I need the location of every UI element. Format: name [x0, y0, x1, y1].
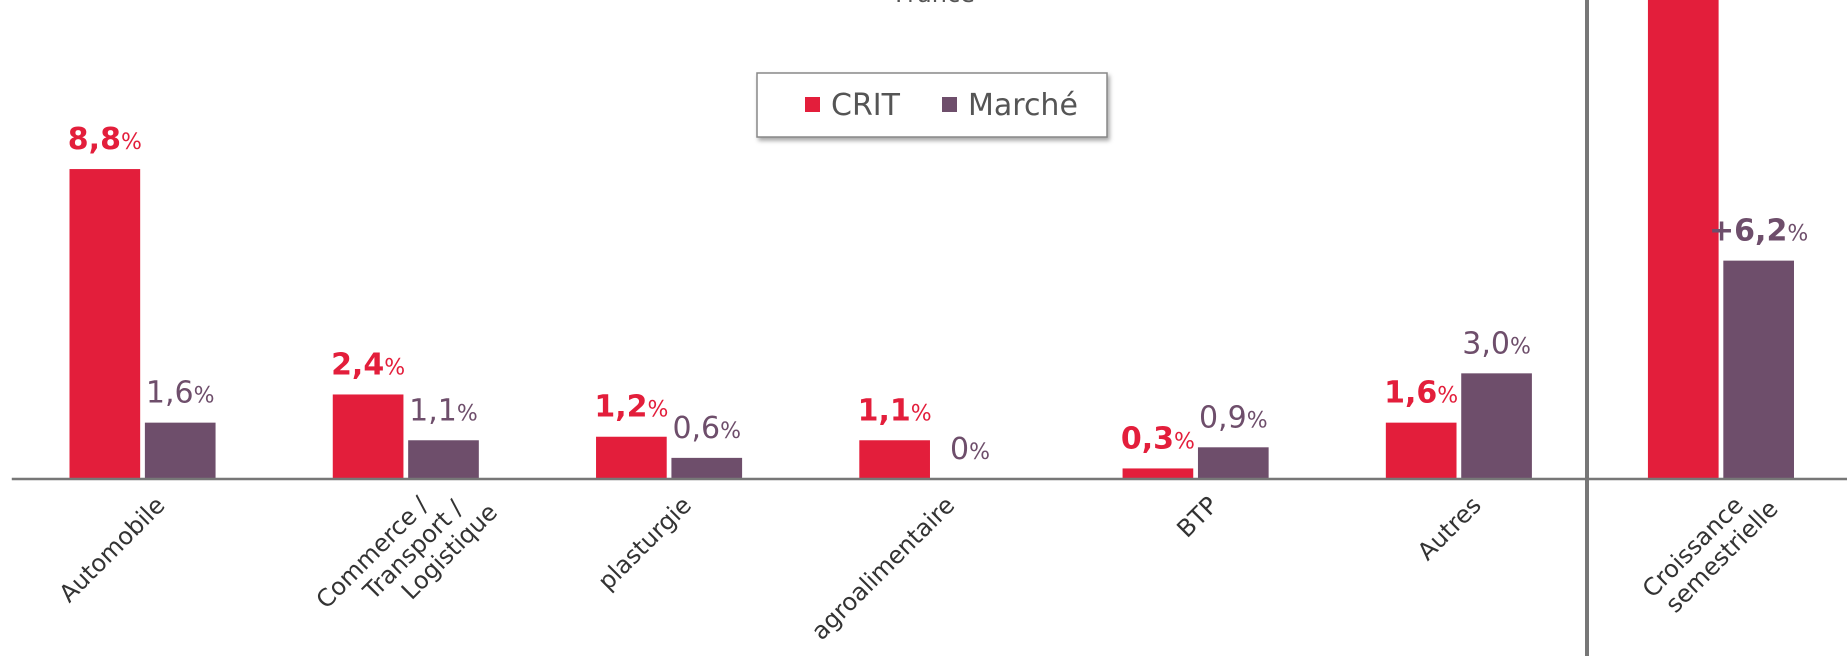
bar	[69, 169, 141, 479]
legend-swatch	[805, 97, 820, 112]
bar	[859, 440, 930, 479]
legend-label: Marché	[968, 88, 1078, 123]
bar	[1197, 447, 1269, 479]
x-tick-label: Croissancesemestrielle	[1637, 476, 1784, 623]
value-label: 0,9%	[1199, 400, 1268, 435]
x-tick-label: Automobile	[54, 491, 171, 608]
bar	[1723, 260, 1794, 479]
value-label: 0,3%	[1121, 421, 1195, 456]
bar	[1461, 373, 1532, 479]
x-tick-label: agroalimentaire	[806, 491, 960, 645]
legend-swatch	[942, 97, 957, 112]
bar	[671, 457, 743, 479]
value-label: 1,6%	[1384, 376, 1458, 411]
value-label: 1,6%	[146, 376, 215, 411]
x-tick-label: BTP	[1171, 491, 1223, 543]
value-label: 2,4%	[331, 347, 405, 382]
value-label: 1,2%	[594, 390, 668, 425]
bar	[596, 436, 667, 479]
value-label: 8,8%	[68, 122, 142, 157]
value-label: +6,2%	[1709, 214, 1808, 249]
x-tick-label: plasturgie	[592, 491, 697, 596]
value-label: 3,0%	[1462, 326, 1531, 361]
value-label: 1,1%	[409, 393, 478, 428]
bar	[408, 440, 479, 479]
bar	[144, 422, 216, 479]
bar	[332, 394, 404, 479]
legend-label: CRIT	[831, 88, 901, 123]
chart-title: France	[895, 0, 975, 8]
value-label: 1,1%	[858, 393, 932, 428]
bar	[1647, 0, 1719, 479]
value-label: 0,6%	[672, 411, 741, 446]
value-label: 0%	[950, 432, 990, 467]
bar	[1385, 422, 1457, 479]
bar	[1122, 468, 1194, 479]
x-tick-label: Commerce /Transport /Logistique	[311, 460, 503, 652]
x-tick-label: Autres	[1412, 491, 1487, 566]
